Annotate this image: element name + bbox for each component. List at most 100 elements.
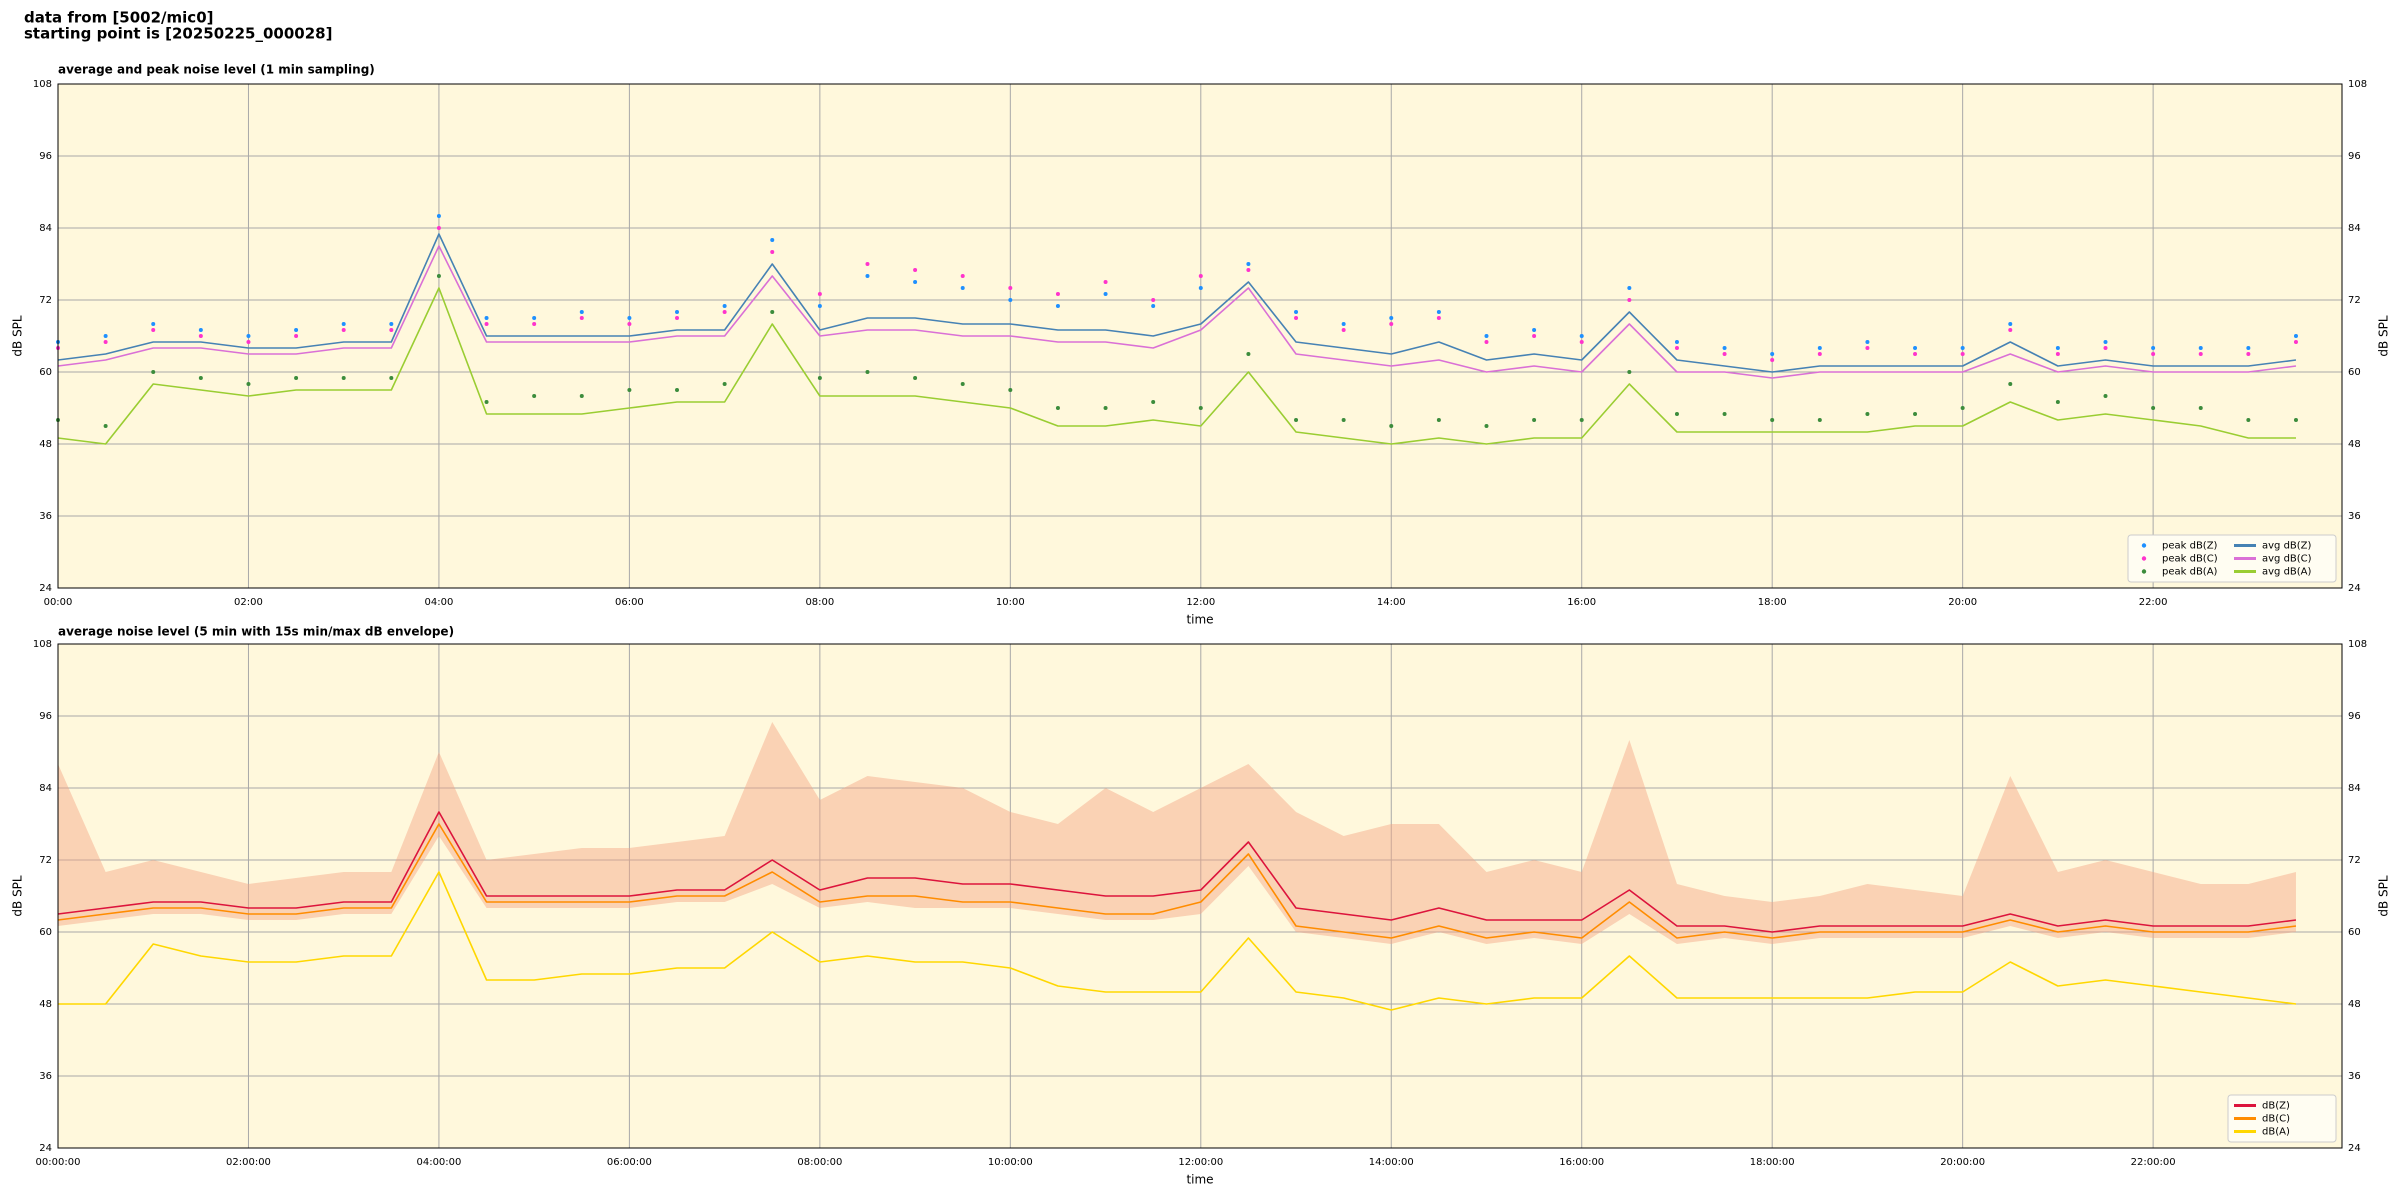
y-tick-label: 36 (2348, 1071, 2361, 1082)
y-tick-label: 72 (39, 855, 52, 866)
x-tick-label: 12:00:00 (1178, 1157, 1223, 1168)
legend-marker (2141, 569, 2147, 574)
peak-dot (1436, 316, 1441, 320)
x-tick-label: 02:00:00 (226, 1157, 271, 1168)
peak-dot (1198, 406, 1203, 410)
x-tick-label: 16:00 (1567, 597, 1596, 608)
peak-dot (2151, 346, 2156, 350)
peak-dot (484, 400, 489, 404)
peak-dot (1389, 316, 1394, 320)
peak-dot (484, 322, 489, 326)
peak-dot (151, 322, 156, 326)
peak-dot (1674, 346, 1679, 350)
y-tick-label: 84 (39, 783, 52, 794)
peak-dot (913, 268, 918, 272)
peak-dot (246, 340, 251, 344)
peak-dot (1627, 298, 1632, 302)
peak-dot (1770, 352, 1775, 356)
y-axis-label: dB SPL (11, 315, 25, 357)
peak-dot (1674, 340, 1679, 344)
y-tick-label: 36 (39, 511, 52, 522)
peak-dot (389, 376, 394, 380)
y-tick-label: 72 (2348, 855, 2361, 866)
peak-dot (2198, 406, 2203, 410)
peak-dot (1008, 286, 1013, 290)
envelope-area (58, 722, 2296, 944)
peak-dot (341, 322, 346, 326)
x-tick-label: 08:00 (805, 597, 834, 608)
x-tick-label: 22:00 (2139, 597, 2168, 608)
legend-label: dB(Z) (2262, 1101, 2290, 1112)
peak-dot (675, 388, 680, 392)
y-tick-label: 24 (39, 1143, 52, 1154)
x-tick-label: 16:00:00 (1559, 1157, 1604, 1168)
y-tick-label: 48 (2348, 999, 2361, 1010)
header-line: starting point is [20250225_000028] (24, 25, 332, 43)
peak-dot (1294, 310, 1299, 314)
peak-dot (1055, 304, 1060, 308)
peak-dot (2008, 322, 2013, 326)
x-tick-label: 22:00:00 (2131, 1157, 2176, 1168)
x-tick-label: 04:00 (425, 597, 454, 608)
x-axis-label: time (1186, 613, 1213, 627)
x-tick-label: 00:00 (44, 597, 73, 608)
peak-dot (960, 286, 965, 290)
peak-dot (1817, 418, 1822, 422)
peak-dot (2151, 406, 2156, 410)
peak-dot (1674, 412, 1679, 416)
plot-frame (57, 83, 2343, 589)
peak-dot (341, 376, 346, 380)
x-tick-label: 12:00 (1186, 597, 1215, 608)
y-tick-label: 84 (2348, 223, 2361, 234)
peak-dot (2198, 346, 2203, 350)
peak-dot (1484, 340, 1489, 344)
peak-dot (2293, 340, 2298, 344)
peak-dot (2246, 352, 2251, 356)
peak-dot (1865, 412, 1870, 416)
legend-label: peak dB(A) (2162, 567, 2218, 578)
peak-dot (2055, 346, 2060, 350)
peak-dot (436, 274, 441, 278)
peak-dot (103, 424, 108, 428)
peak-dot (770, 238, 775, 242)
peak-dot (246, 334, 251, 338)
x-tick-label: 18:00 (1758, 597, 1787, 608)
peak-dot (1436, 310, 1441, 314)
legend-label: avg dB(Z) (2262, 541, 2312, 552)
peak-dot (627, 316, 632, 320)
y-tick-label: 48 (39, 439, 52, 450)
peak-dot (722, 382, 727, 386)
peak-dot (1722, 352, 1727, 356)
peak-dot (246, 382, 251, 386)
chart-title: average noise level (5 min with 15s min/… (58, 625, 454, 639)
y-tick-label: 96 (2348, 711, 2361, 722)
legend-label: avg dB(A) (2262, 567, 2312, 578)
peak-dot (865, 262, 870, 266)
peak-dot (1246, 268, 1251, 272)
peak-dot (532, 322, 537, 326)
y-tick-label: 24 (39, 583, 52, 594)
legend-marker (2141, 543, 2147, 548)
y-axis-label: dB SPL (2377, 875, 2391, 917)
y-tick-label: 108 (2348, 79, 2367, 90)
y-tick-label: 108 (33, 639, 52, 650)
peak-dot (817, 376, 822, 380)
x-tick-label: 10:00:00 (988, 1157, 1033, 1168)
peak-dot (1770, 418, 1775, 422)
peak-dot (627, 322, 632, 326)
peak-dot (627, 388, 632, 392)
peak-dot (294, 328, 299, 332)
legend-box (2127, 534, 2337, 583)
peak-dot (2246, 346, 2251, 350)
peak-dot (532, 394, 537, 398)
peak-dot (1532, 334, 1537, 338)
peak-dot (1579, 418, 1584, 422)
peak-dot (913, 280, 918, 284)
peak-dot (2103, 394, 2108, 398)
series-line (57, 811, 2297, 933)
y-tick-label: 60 (2348, 367, 2361, 378)
peak-dot (1341, 328, 1346, 332)
peak-dot (389, 328, 394, 332)
